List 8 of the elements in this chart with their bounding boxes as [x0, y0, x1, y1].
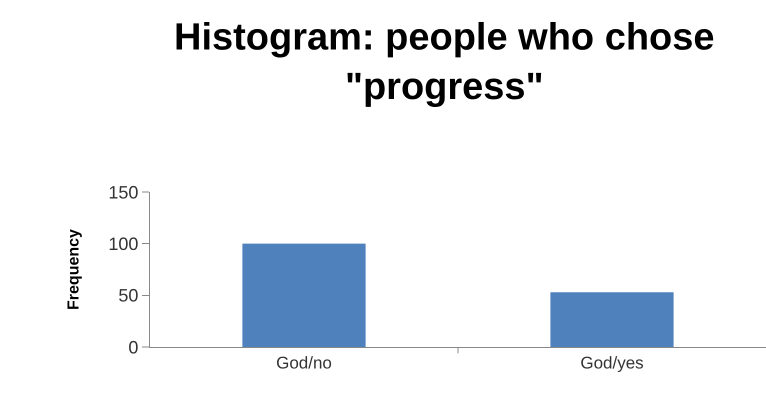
y-tick-label: 100: [108, 234, 138, 254]
x-tick-label: God/no: [276, 353, 332, 372]
y-tick-label: 0: [128, 337, 138, 358]
chart-title: Histogram: people who chose "progress": [174, 16, 715, 108]
y-tick-label: 150: [108, 182, 138, 202]
y-axis-title: Frequency: [65, 228, 82, 310]
x-tick-label: God/yes: [580, 353, 644, 372]
y-tick-label: 50: [118, 286, 138, 306]
